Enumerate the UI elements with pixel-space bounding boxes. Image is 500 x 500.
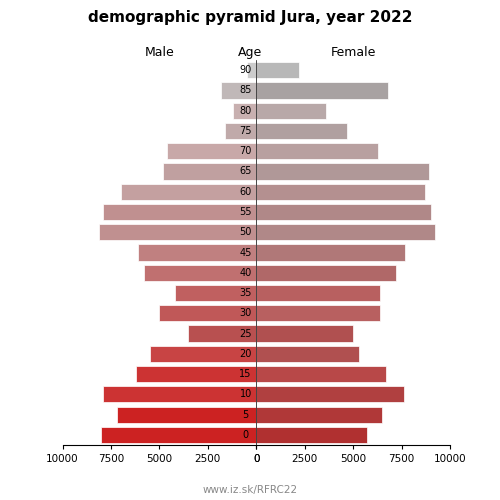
Bar (120, 184, 256, 200)
Bar (103, 204, 256, 220)
Text: 70: 70 (240, 146, 252, 156)
Bar (256, 143, 378, 160)
Text: demographic pyramid Jura, year 2022: demographic pyramid Jura, year 2022 (88, 10, 412, 25)
Text: 10: 10 (240, 390, 252, 400)
Text: 60: 60 (240, 186, 252, 196)
Text: Age: Age (238, 46, 262, 59)
Bar (225, 123, 256, 139)
Text: 45: 45 (240, 248, 252, 258)
Bar (160, 305, 256, 322)
Bar (256, 366, 386, 382)
Bar (233, 102, 256, 119)
Text: 75: 75 (240, 126, 252, 136)
Text: 0: 0 (242, 430, 248, 440)
Title: Male: Male (144, 46, 174, 59)
Text: 90: 90 (240, 65, 252, 75)
Bar (167, 143, 256, 160)
Title: Female: Female (330, 46, 376, 59)
Bar (256, 386, 404, 402)
Bar (100, 224, 256, 240)
Bar (256, 102, 326, 119)
Bar (256, 285, 380, 301)
Bar (256, 427, 366, 443)
Text: www.iz.sk/RFRC22: www.iz.sk/RFRC22 (202, 485, 298, 495)
Text: 15: 15 (240, 369, 252, 379)
Bar (256, 305, 380, 322)
Bar (256, 123, 348, 139)
Bar (117, 406, 256, 422)
Bar (256, 326, 353, 342)
Bar (222, 82, 256, 98)
Text: 35: 35 (240, 288, 252, 298)
Text: 55: 55 (240, 207, 252, 217)
Bar (188, 326, 256, 342)
Bar (256, 346, 359, 362)
Text: 50: 50 (240, 227, 252, 237)
Bar (256, 406, 382, 422)
Bar (256, 82, 388, 98)
Text: 30: 30 (240, 308, 252, 318)
Bar (256, 204, 430, 220)
Text: 80: 80 (240, 106, 252, 116)
Bar (136, 366, 256, 382)
Bar (256, 62, 299, 78)
Bar (256, 164, 428, 180)
Bar (256, 244, 406, 260)
Bar (256, 184, 425, 200)
Text: 85: 85 (240, 86, 252, 96)
Text: 5: 5 (242, 410, 248, 420)
Bar (246, 62, 256, 78)
Bar (103, 386, 256, 402)
Text: 20: 20 (240, 349, 252, 359)
Bar (138, 244, 256, 260)
Bar (175, 285, 256, 301)
Bar (163, 164, 256, 180)
Bar (256, 264, 396, 281)
Bar (144, 264, 256, 281)
Text: 40: 40 (240, 268, 252, 278)
Text: 65: 65 (240, 166, 252, 176)
Bar (256, 224, 434, 240)
Bar (101, 427, 256, 443)
Bar (150, 346, 256, 362)
Text: 25: 25 (240, 328, 252, 338)
